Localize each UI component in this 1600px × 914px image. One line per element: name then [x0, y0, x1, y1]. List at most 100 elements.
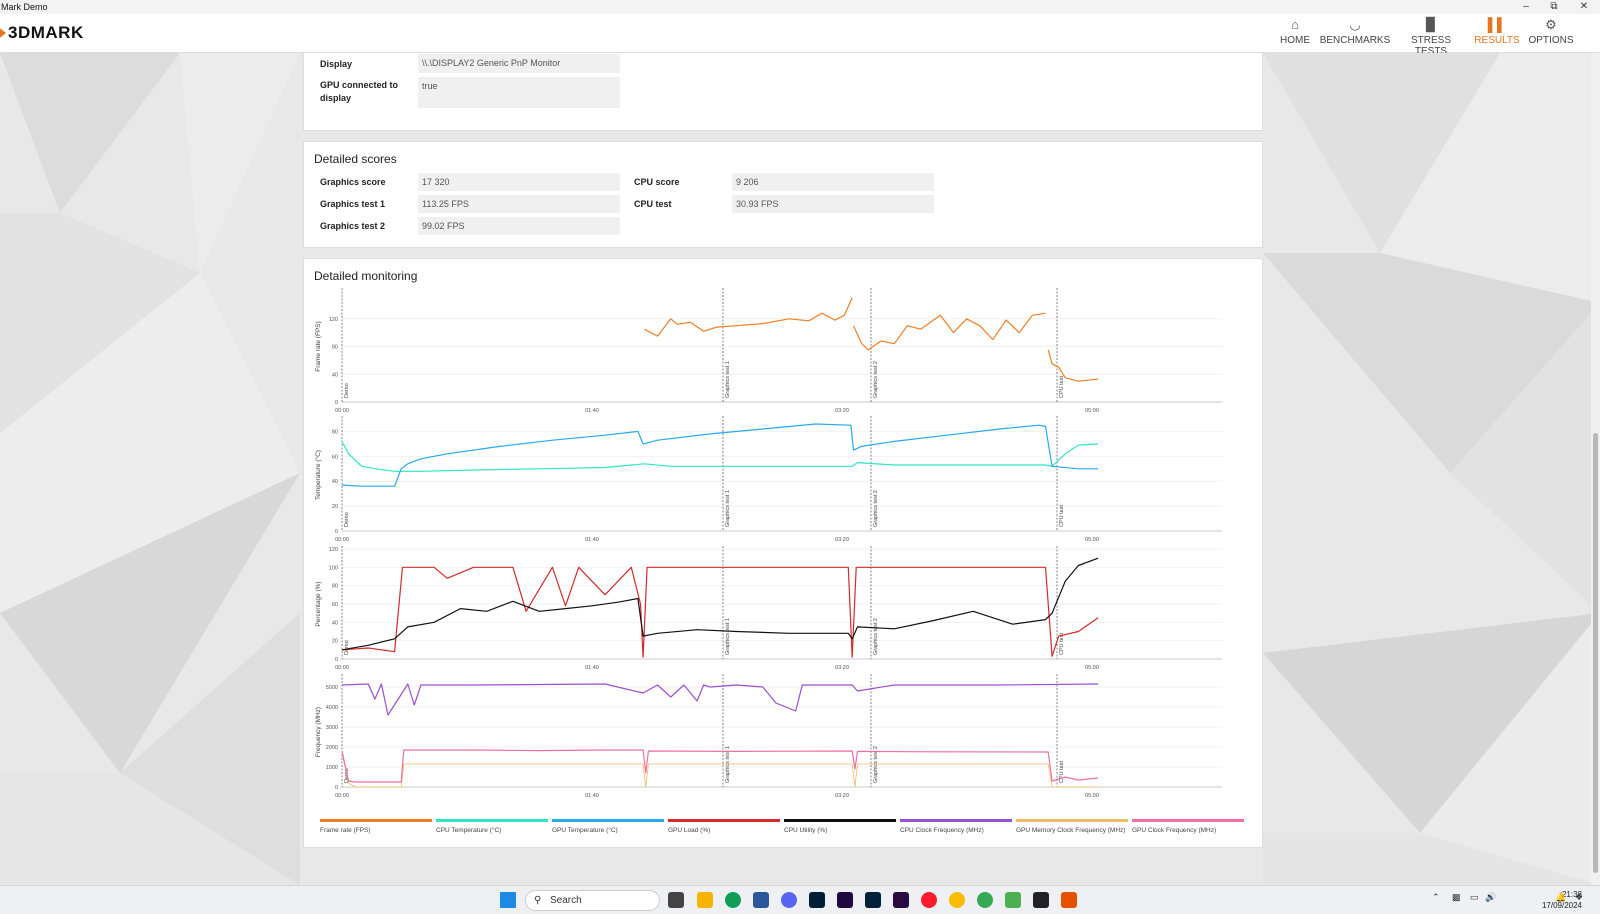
nav-benchmarks[interactable]: ◡ BENCHMARKS	[1318, 17, 1392, 51]
copilot-icon[interactable]: ❖	[1575, 892, 1584, 902]
task-view-icon[interactable]	[668, 892, 684, 908]
snipping-tool-icon[interactable]	[1061, 892, 1077, 908]
marker-label: CPU test	[1059, 376, 1065, 398]
marker-label: CPU test	[1059, 761, 1065, 783]
monitoring-charts: 0 40 80 120 Frame rate (FPS) 00:00 01:40 03:20 0…	[314, 288, 1222, 799]
legend-item[interactable]: GPU Memory Clock Frequency (MHz)	[1016, 819, 1128, 834]
legend-color-bar	[1132, 819, 1244, 822]
y-tick-label: 3000	[326, 725, 338, 731]
marker-label: Demo	[344, 383, 350, 398]
app-logo[interactable]: 3DMARK	[0, 22, 84, 44]
nav-results-label: RESULTS	[1474, 35, 1520, 46]
series-line	[1047, 349, 1099, 382]
series-line	[341, 423, 1099, 487]
discord-icon[interactable]	[781, 892, 797, 908]
legend-item[interactable]: GPU Clock Frequency (MHz)	[1132, 819, 1244, 834]
marker-label: Graphics test 2	[873, 490, 879, 527]
x-tick-label: 03:20	[835, 665, 849, 671]
nav-home[interactable]: ⌂ HOME	[1275, 17, 1315, 51]
legend-label: Frame rate (FPS)	[320, 827, 371, 834]
nav-stress-tests[interactable]: ▉ STRESS TESTS	[1398, 17, 1464, 57]
legend-label: GPU Clock Frequency (MHz)	[1132, 827, 1217, 834]
y-tick-label: 100	[329, 565, 338, 571]
chrome-profile-icon[interactable]	[977, 892, 993, 908]
y-tick-label: 20	[332, 639, 338, 645]
logo-triangle-icon	[0, 26, 6, 40]
legend-label: CPU Utility (%)	[784, 827, 828, 834]
file-explorer-icon[interactable]	[697, 892, 713, 908]
scrollbar[interactable]	[1591, 53, 1600, 885]
after-effects-icon[interactable]	[837, 892, 853, 908]
y-tick-label: 120	[329, 547, 338, 553]
y-tick-label: 120	[329, 317, 338, 323]
x-tick-label: 05:00	[1085, 408, 1099, 414]
restore-icon[interactable]: ⧉	[1550, 1, 1558, 12]
y-tick-label: 80	[332, 584, 338, 590]
legend-item[interactable]: GPU Load (%)	[668, 819, 780, 834]
network-icon[interactable]: ▭	[1470, 892, 1479, 902]
legend-color-bar	[1016, 819, 1128, 822]
graphics-test1-value: 113.25 FPS	[418, 195, 620, 213]
chrome-icon[interactable]	[949, 892, 965, 908]
legend-item[interactable]: GPU Temperature (°C)	[552, 819, 664, 834]
start-icon[interactable]	[500, 892, 516, 908]
tray-app-icon[interactable]: ▩	[1452, 892, 1461, 902]
x-tick-label: 01:40	[585, 793, 599, 799]
detailed-monitoring-title: Detailed monitoring	[314, 269, 418, 283]
volume-icon[interactable]: 🔊	[1485, 892, 1497, 902]
legend-item[interactable]: CPU Clock Frequency (MHz)	[900, 819, 1012, 834]
detailed-scores-title: Detailed scores	[314, 152, 397, 166]
nav-results[interactable]: ▌▌ RESULTS	[1473, 17, 1521, 51]
legend-item[interactable]: Frame rate (FPS)	[320, 819, 432, 834]
photoshop-icon[interactable]	[809, 892, 825, 908]
legend-item[interactable]: CPU Utility (%)	[784, 819, 896, 834]
legend-label: GPU Memory Clock Frequency (MHz)	[1016, 827, 1126, 834]
close-icon[interactable]: ✕	[1579, 1, 1589, 12]
premiere-icon[interactable]	[893, 892, 909, 908]
notification-bell-icon[interactable]: 🔔	[1555, 892, 1567, 902]
notepad-icon[interactable]	[1005, 892, 1021, 908]
series-line	[644, 297, 853, 337]
series-line	[341, 749, 1099, 783]
x-tick-label: 01:40	[585, 537, 599, 543]
results-icon: ▌▌	[1487, 17, 1507, 32]
legend-label: CPU Temperature (°C)	[436, 827, 502, 834]
marker-label: Graphics test 1	[725, 361, 731, 398]
y-tick-label: 5000	[326, 685, 338, 691]
x-tick-label: 01:40	[585, 665, 599, 671]
series-line	[852, 312, 1046, 351]
legend-label: GPU Temperature (°C)	[552, 827, 618, 834]
audition-icon[interactable]	[865, 892, 881, 908]
opera-icon[interactable]	[921, 892, 937, 908]
window-title: Mark Demo	[1, 2, 48, 12]
y-tick-label: 40	[332, 620, 338, 626]
background-triangles	[0, 53, 1600, 885]
search-icon: ⚲	[534, 895, 542, 906]
store-icon[interactable]	[753, 892, 769, 908]
legend-color-bar	[784, 819, 896, 822]
y-tick-label: 60	[332, 454, 338, 460]
tray-chevron-icon[interactable]: ⌃	[1432, 892, 1440, 902]
graphics-score-label: Graphics score	[320, 177, 386, 187]
x-tick-label: 03:20	[835, 537, 849, 543]
marker-label: Graphics test 1	[725, 618, 731, 655]
taskbar-clock[interactable]: 21:38 17/09/2024	[1541, 890, 1582, 910]
3dmark-taskbar-icon[interactable]	[1033, 892, 1049, 908]
marker-label: Graphics test 2	[873, 618, 879, 655]
nav-options-label: OPTIONS	[1528, 35, 1574, 46]
x-tick-label: 00:00	[335, 665, 349, 671]
nav-options[interactable]: ⚙ OPTIONS	[1528, 17, 1574, 51]
taskbar: ⚲ Search ⌃ ▩ ▭ 🔊 21:38 17/09/2024 🔔 ❖	[0, 885, 1600, 914]
scrollbar-thumb[interactable]	[1593, 433, 1598, 873]
series-line	[341, 752, 1099, 788]
app-header: 3DMARK ⌂ HOME ◡ BENCHMARKS ▉ STRESS TEST…	[0, 14, 1600, 57]
taskbar-search[interactable]: ⚲ Search	[525, 890, 660, 911]
monitoring-legend: Frame rate (FPS) CPU Temperature (°C) GPU …	[320, 819, 1250, 839]
edge-icon[interactable]	[725, 892, 741, 908]
marker-label: Demo	[344, 512, 350, 527]
legend-item[interactable]: CPU Temperature (°C)	[436, 819, 548, 834]
x-tick-label: 05:00	[1085, 665, 1099, 671]
minimize-icon[interactable]: –	[1523, 1, 1529, 12]
marker-label: CPU test	[1059, 505, 1065, 527]
gear-icon: ⚙	[1545, 17, 1557, 32]
